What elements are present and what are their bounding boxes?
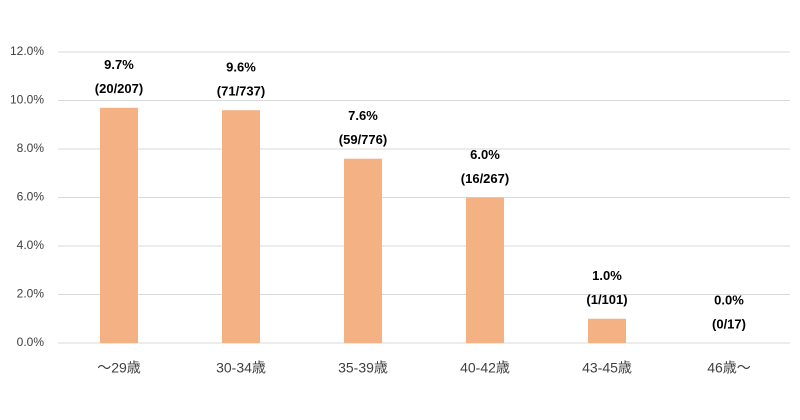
x-tick-label: 30-34歳	[216, 360, 266, 376]
bar	[466, 197, 504, 343]
count-label: (1/101)	[586, 292, 627, 307]
value-label: 6.0%	[470, 147, 500, 162]
bar	[588, 318, 626, 343]
y-tick-label: 6.0%	[17, 190, 45, 204]
value-label: 0.0%	[714, 292, 744, 307]
value-label: 9.6%	[226, 60, 256, 75]
bar	[100, 107, 138, 344]
y-tick-label: 4.0%	[17, 238, 45, 252]
count-label: (0/17)	[712, 316, 746, 331]
x-tick-label: 46歳～	[707, 360, 751, 376]
y-tick-label: 0.0%	[17, 335, 45, 349]
y-tick-label: 2.0%	[17, 287, 45, 301]
x-tick-label: 40-42歳	[460, 360, 510, 376]
bar	[222, 110, 260, 343]
x-tick-label: 43-45歳	[582, 360, 632, 376]
y-tick-label: 12.0%	[10, 44, 44, 58]
x-tick-label: 35-39歳	[338, 360, 388, 376]
count-label: (71/737)	[217, 84, 265, 99]
value-label: 9.7%	[104, 57, 134, 72]
value-label: 1.0%	[592, 268, 622, 283]
value-label: 7.6%	[348, 108, 378, 123]
y-tick-label: 10.0%	[10, 93, 44, 107]
y-tick-label: 8.0%	[17, 141, 45, 155]
count-label: (59/776)	[339, 132, 387, 147]
x-tick-label: ～29歳	[97, 360, 141, 376]
count-label: (16/267)	[461, 171, 509, 186]
count-label: (20/207)	[95, 81, 143, 96]
bar	[344, 158, 382, 343]
